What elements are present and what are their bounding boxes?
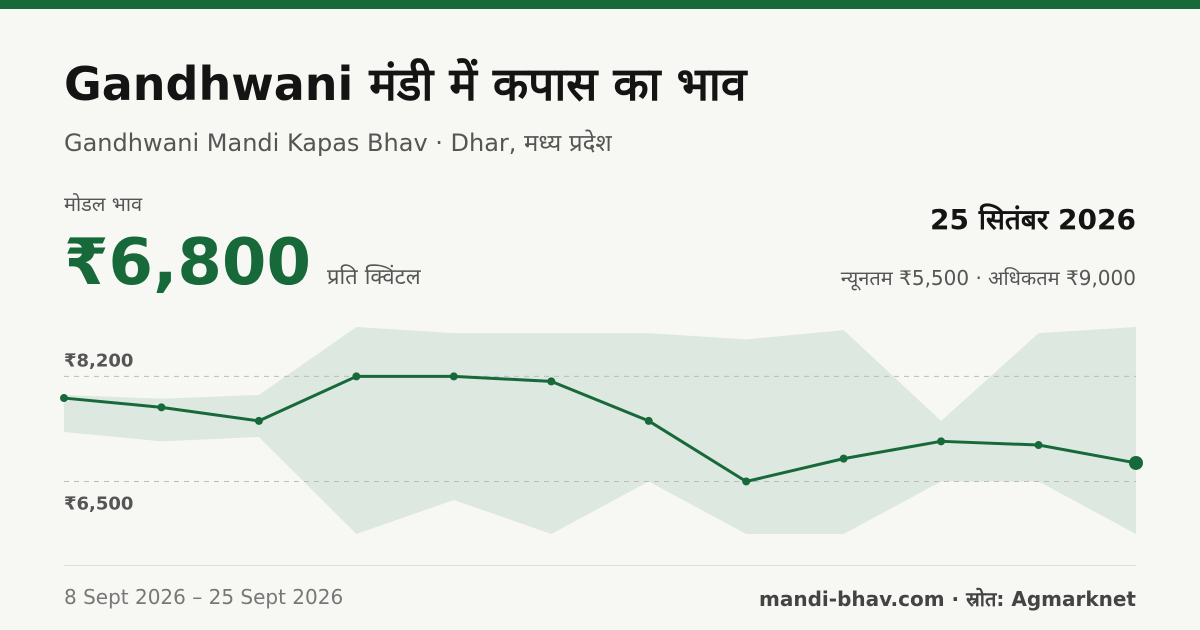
footer-divider [64,565,1136,566]
price-point [60,394,68,403]
page-subtitle: Gandhwani Mandi Kapas Bhav · Dhar, मध्य … [64,129,612,157]
price-point [937,437,946,446]
reference-line-label: ₹8,200 [64,350,133,371]
modal-price-label: मोडल भाव [64,192,143,216]
modal-price-value: ₹6,800 [64,226,311,300]
min-max-range: न्यूनतम ₹5,500 · अधिकतम ₹9,000 [840,266,1136,290]
price-point [644,416,653,425]
price-point [449,372,458,381]
reference-line-label: ₹6,500 [64,493,133,514]
page-title: Gandhwani मंडी में कपास का भाव [64,57,747,111]
date-period: 8 Sept 2026 – 25 Sept 2026 [64,585,344,609]
price-point [547,377,556,386]
price-date: 25 सितंबर 2026 [930,203,1136,236]
min-max-band [64,327,1136,534]
price-point [839,454,848,463]
source-credit: mandi-bhav.com · स्रोत: Agmarknet [759,587,1136,611]
price-point [254,416,263,425]
price-point [352,372,361,381]
price-unit: प्रति क्विंटल [326,265,421,290]
modal-price: ₹6,800 प्रति क्विंटल [64,226,421,300]
top-accent-bar [0,0,1200,9]
price-point [157,403,166,412]
price-point [1034,441,1043,450]
price-point [742,477,751,486]
latest-price-point [1129,455,1143,470]
price-line [63,374,1137,483]
